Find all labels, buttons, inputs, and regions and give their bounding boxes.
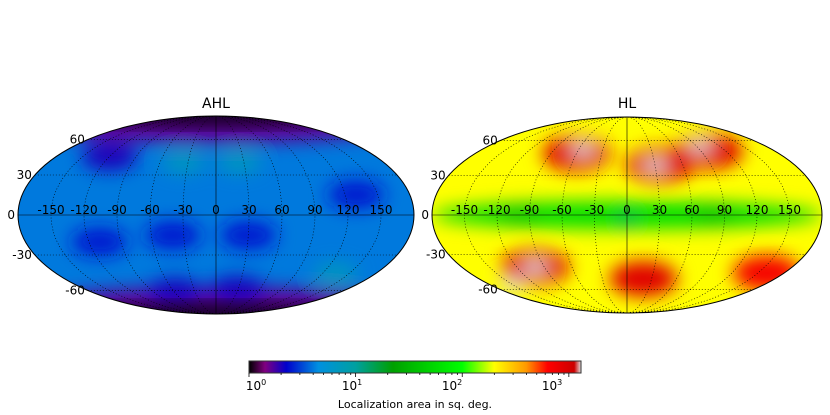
longitude-label: 60 — [684, 203, 699, 217]
longitude-label: 150 — [778, 203, 801, 217]
longitude-label: -30 — [173, 203, 193, 217]
map-hl: -150 -120 -90 -60 -30 0 30 60 90 120 150 60 30 0 -30 -6… — [421, 116, 823, 314]
longitude-label: 150 — [370, 203, 393, 217]
longitude-label: 30 — [652, 203, 667, 217]
longitude-label: 60 — [274, 203, 289, 217]
latitude-label: -60 — [65, 283, 85, 297]
heatmap-region — [675, 133, 744, 170]
heatmap-region — [523, 260, 548, 275]
latitude-label: 30 — [17, 168, 32, 182]
colorbar-tick-label: 101 — [342, 378, 362, 393]
longitude-label: -90 — [520, 203, 540, 217]
longitude-label: 120 — [746, 203, 769, 217]
longitude-label: -150 — [451, 203, 478, 217]
longitude-label: -60 — [140, 203, 160, 217]
latitude-label: -60 — [478, 283, 498, 297]
colorbar-gradient — [248, 360, 582, 374]
heatmap-region — [146, 278, 203, 307]
heatmap-region — [161, 152, 206, 173]
colorbar-tick-label: 100 — [246, 378, 266, 393]
colorbar-tick-label: 103 — [542, 378, 562, 393]
longitude-label: 0 — [623, 203, 631, 217]
longitude-label: -120 — [70, 203, 97, 217]
meridian-line — [182, 116, 217, 314]
map-title-hl: HL — [618, 96, 637, 112]
heatmap-region — [81, 142, 138, 171]
longitude-label: -60 — [552, 203, 572, 217]
heatmap-region — [732, 255, 801, 292]
heatmap-region — [144, 221, 201, 250]
latitude-label: 60 — [70, 133, 85, 147]
longitude-label: -120 — [483, 203, 510, 217]
latitude-label: -30 — [426, 248, 446, 262]
longitude-label: 90 — [717, 203, 732, 217]
colorbar-tick-label: 102 — [442, 378, 462, 393]
longitude-label: 30 — [241, 203, 256, 217]
map-title-ahl: AHL — [202, 96, 230, 112]
heatmap-region — [500, 277, 525, 292]
longitude-label: -150 — [37, 203, 64, 217]
latitude-label: 60 — [483, 133, 498, 147]
meridian-line — [116, 116, 217, 314]
heatmap-region — [687, 138, 712, 153]
longitude-label: 0 — [212, 203, 220, 217]
meridian-line — [215, 116, 250, 314]
heatmap-region — [327, 180, 384, 209]
latitude-label: 0 — [421, 208, 429, 222]
heatmap-region — [220, 221, 277, 250]
latitude-label: -30 — [12, 248, 32, 262]
heatmap-region — [313, 263, 358, 284]
colorbar: 100 101 102 103 Localization area in sq.… — [246, 360, 582, 411]
map-outline — [17, 115, 415, 315]
heatmap-region — [643, 158, 668, 173]
longitude-label: -90 — [107, 203, 127, 217]
longitude-label: -30 — [585, 203, 605, 217]
latitude-label: 0 — [7, 208, 15, 222]
map-ahl: -150 -120 -90 -60 -30 0 30 60 90 120 150 60 30 0 -30 -6… — [7, 115, 415, 315]
heatmap-region — [217, 152, 262, 173]
heatmap-region — [609, 260, 678, 297]
longitude-label: 120 — [337, 203, 360, 217]
longitude-label: 90 — [307, 203, 322, 217]
colorbar-label: Localization area in sq. deg. — [338, 398, 492, 411]
latitude-label: 30 — [430, 168, 445, 182]
heatmap-region — [71, 227, 128, 256]
heatmap-region — [570, 141, 595, 156]
map-outline — [431, 116, 823, 314]
